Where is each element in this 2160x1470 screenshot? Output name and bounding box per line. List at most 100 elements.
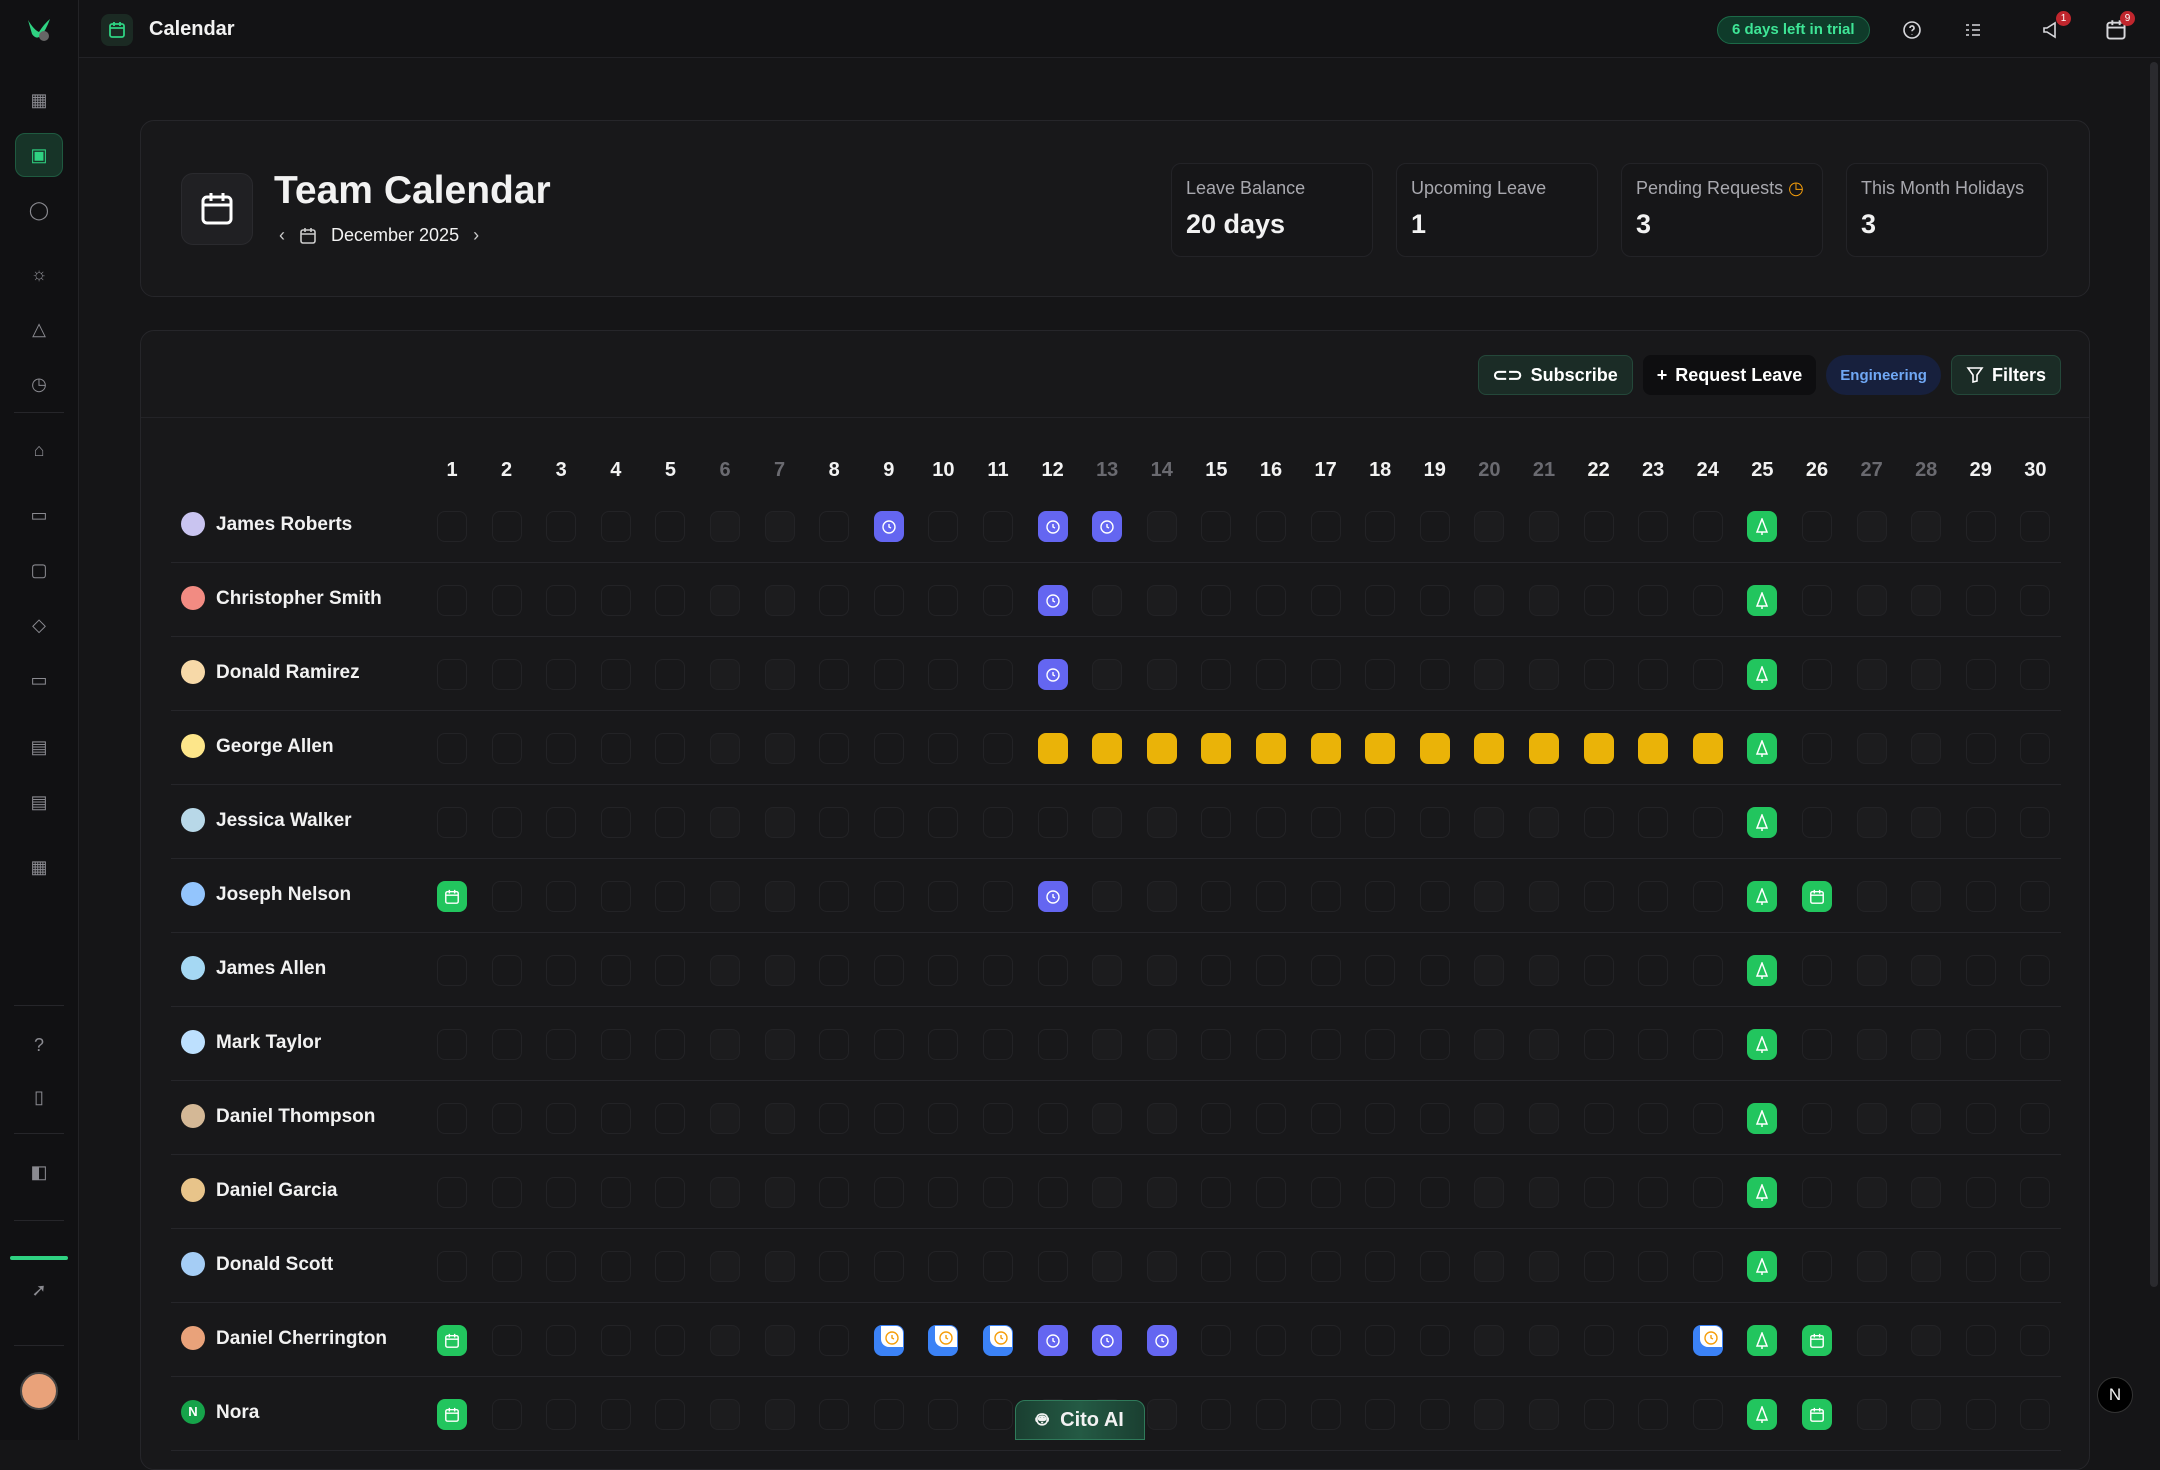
cell-half-day-9[interactable] <box>873 1325 904 1356</box>
cell-day-1[interactable] <box>437 807 467 838</box>
cell-day-28[interactable] <box>1911 1103 1942 1134</box>
employee-name[interactable]: Nora <box>216 1402 260 1423</box>
cell-half-day-24[interactable] <box>1692 1325 1723 1356</box>
cell-day-24[interactable] <box>1692 1399 1723 1430</box>
cell-day-21[interactable] <box>1529 511 1559 542</box>
cell-day-17[interactable] <box>1310 1029 1341 1060</box>
cell-day-23[interactable] <box>1638 807 1669 838</box>
cell-holiday-day-25[interactable] <box>1747 1325 1778 1356</box>
cell-day-22[interactable] <box>1583 1029 1614 1060</box>
cell-day-27[interactable] <box>1856 955 1887 986</box>
cell-day-18[interactable] <box>1365 659 1396 690</box>
cell-day-15[interactable] <box>1201 1251 1232 1282</box>
cell-day-29[interactable] <box>1965 1251 1996 1282</box>
scrollbar[interactable] <box>2150 62 2158 1287</box>
cell-event-day-26[interactable] <box>1802 881 1832 912</box>
cell-day-1[interactable] <box>437 659 467 690</box>
cell-day-17[interactable] <box>1310 1325 1341 1356</box>
cell-day-13[interactable] <box>1092 1251 1123 1282</box>
cell-day-26[interactable] <box>1802 1177 1832 1208</box>
cell-day-22[interactable] <box>1583 659 1614 690</box>
cell-day-9[interactable] <box>873 807 904 838</box>
cell-day-27[interactable] <box>1856 881 1887 912</box>
cell-day-20[interactable] <box>1474 1029 1505 1060</box>
cell-day-23[interactable] <box>1638 1029 1669 1060</box>
cell-day-8[interactable] <box>819 881 850 912</box>
cell-day-1[interactable] <box>437 1103 467 1134</box>
cito-ai-button[interactable]: 🤖︎ Cito AI <box>1015 1400 1145 1440</box>
cell-day-14[interactable] <box>1146 955 1177 986</box>
cell-day-16[interactable] <box>1256 1177 1286 1208</box>
sidebar-rocket-icon[interactable]: ➚ <box>31 1279 47 1300</box>
cell-day-17[interactable] <box>1310 659 1341 690</box>
cell-day-23[interactable] <box>1638 955 1669 986</box>
cell-day-2[interactable] <box>491 1325 522 1356</box>
cell-day-12[interactable] <box>1037 955 1068 986</box>
cell-day-29[interactable] <box>1965 955 1996 986</box>
cell-day-21[interactable] <box>1529 955 1559 986</box>
cell-day-9[interactable] <box>873 659 904 690</box>
cell-day-19[interactable] <box>1419 881 1450 912</box>
sidebar-help-icon[interactable]: ? <box>33 1034 44 1055</box>
cell-day-22[interactable] <box>1583 1325 1614 1356</box>
cell-day-4[interactable] <box>600 733 631 764</box>
cell-day-30[interactable] <box>2020 1177 2051 1208</box>
cell-leave-day-15[interactable] <box>1201 733 1232 764</box>
cell-holiday-day-25[interactable] <box>1747 807 1778 838</box>
cell-day-17[interactable] <box>1310 807 1341 838</box>
cell-pending-day-12[interactable] <box>1037 659 1068 690</box>
cell-day-9[interactable] <box>873 1251 904 1282</box>
cell-day-29[interactable] <box>1965 1325 1996 1356</box>
cell-day-6[interactable] <box>710 733 740 764</box>
cell-day-24[interactable] <box>1692 955 1723 986</box>
cell-day-23[interactable] <box>1638 511 1669 542</box>
cell-day-13[interactable] <box>1092 881 1123 912</box>
cell-day-19[interactable] <box>1419 807 1450 838</box>
cell-day-20[interactable] <box>1474 1399 1505 1430</box>
cell-day-2[interactable] <box>491 1029 522 1060</box>
cell-day-5[interactable] <box>655 807 686 838</box>
cell-day-29[interactable] <box>1965 807 1996 838</box>
request-leave-button[interactable]: + Request Leave <box>1642 355 1817 395</box>
cell-day-4[interactable] <box>600 1325 631 1356</box>
cell-day-22[interactable] <box>1583 807 1614 838</box>
cell-day-19[interactable] <box>1419 659 1450 690</box>
cell-leave-day-16[interactable] <box>1256 733 1286 764</box>
sidebar-apps-icon[interactable]: ▦ <box>30 856 48 877</box>
cell-day-4[interactable] <box>600 659 631 690</box>
cell-day-7[interactable] <box>764 1103 795 1134</box>
cell-day-20[interactable] <box>1474 1103 1505 1134</box>
cell-day-28[interactable] <box>1911 881 1942 912</box>
cell-day-24[interactable] <box>1692 1103 1723 1134</box>
employee-name[interactable]: James Roberts <box>216 514 353 535</box>
cell-day-14[interactable] <box>1146 1399 1177 1430</box>
cell-day-7[interactable] <box>764 585 795 616</box>
cell-day-1[interactable] <box>437 585 467 616</box>
cell-day-28[interactable] <box>1911 1399 1942 1430</box>
cell-day-22[interactable] <box>1583 511 1614 542</box>
cell-day-18[interactable] <box>1365 1399 1396 1430</box>
cell-day-16[interactable] <box>1256 881 1286 912</box>
cell-day-23[interactable] <box>1638 1325 1669 1356</box>
cell-day-20[interactable] <box>1474 807 1505 838</box>
cell-day-3[interactable] <box>546 511 577 542</box>
cell-day-8[interactable] <box>819 585 850 616</box>
cell-holiday-day-25[interactable] <box>1747 511 1778 542</box>
cell-holiday-day-25[interactable] <box>1747 659 1778 690</box>
cell-day-9[interactable] <box>873 1103 904 1134</box>
cell-day-30[interactable] <box>2020 1399 2051 1430</box>
cell-day-26[interactable] <box>1802 1251 1832 1282</box>
employee-name[interactable]: Joseph Nelson <box>216 884 352 905</box>
cell-leave-day-13[interactable] <box>1092 733 1123 764</box>
cell-day-3[interactable] <box>546 1029 577 1060</box>
cell-day-3[interactable] <box>546 1399 577 1430</box>
cell-day-24[interactable] <box>1692 585 1723 616</box>
cell-day-11[interactable] <box>983 733 1013 764</box>
cell-day-13[interactable] <box>1092 1029 1123 1060</box>
corner-n-button[interactable]: N <box>2097 1377 2133 1413</box>
cell-day-8[interactable] <box>819 511 850 542</box>
cell-day-30[interactable] <box>2020 1029 2051 1060</box>
cell-day-8[interactable] <box>819 1325 850 1356</box>
user-avatar[interactable] <box>20 1372 58 1410</box>
cell-day-22[interactable] <box>1583 881 1614 912</box>
